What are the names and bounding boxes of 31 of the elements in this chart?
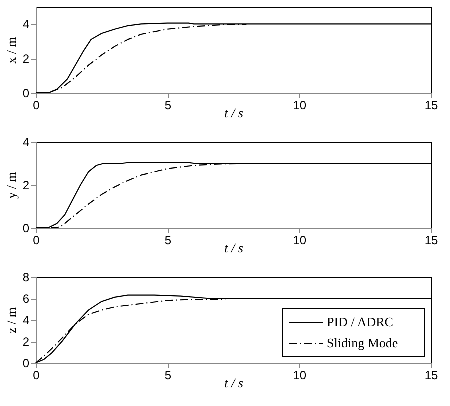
y-axis-title: x / m: [4, 37, 19, 64]
x-tick-label: 5: [164, 234, 172, 248]
x-axis-title: t / s: [224, 106, 244, 120]
x-tick-label: 0: [33, 98, 40, 112]
y-tick-label: 6: [22, 292, 30, 306]
x-tick-label: 15: [424, 98, 438, 112]
y-tick-label: 2: [22, 52, 30, 66]
x-tick-label: 5: [164, 368, 172, 382]
x-tick-label: 10: [293, 234, 307, 248]
y-tick-label: 8: [22, 270, 30, 284]
x-tick-label: 15: [424, 368, 438, 382]
x-tick-label: 5: [164, 98, 172, 112]
y-tick-label: 4: [22, 18, 30, 32]
x-tick-label: 15: [424, 234, 438, 248]
y-tick-label: 0: [22, 356, 30, 370]
x-axis-title: t / s: [224, 240, 244, 256]
x-tick-label: 10: [293, 98, 307, 112]
y-tick-label: 2: [22, 335, 30, 349]
y-tick-label: 0: [22, 222, 30, 236]
x-tick-label: 10: [293, 368, 307, 382]
y-tick-label: 4: [22, 314, 30, 328]
legend-label: PID / ADRC: [327, 314, 394, 330]
y-tick-label: 4: [22, 136, 30, 150]
y-axis-title: z / m: [4, 308, 19, 334]
x-axis-title: t / s: [224, 376, 244, 390]
x-tick-label: 0: [33, 234, 40, 248]
y-tick-label: 2: [22, 178, 30, 192]
legend-label: Sliding Mode: [327, 336, 398, 350]
y-tick-label: 0: [22, 86, 30, 100]
y-axis-title: y / m: [4, 172, 19, 199]
x-tick-label: 0: [33, 368, 40, 382]
